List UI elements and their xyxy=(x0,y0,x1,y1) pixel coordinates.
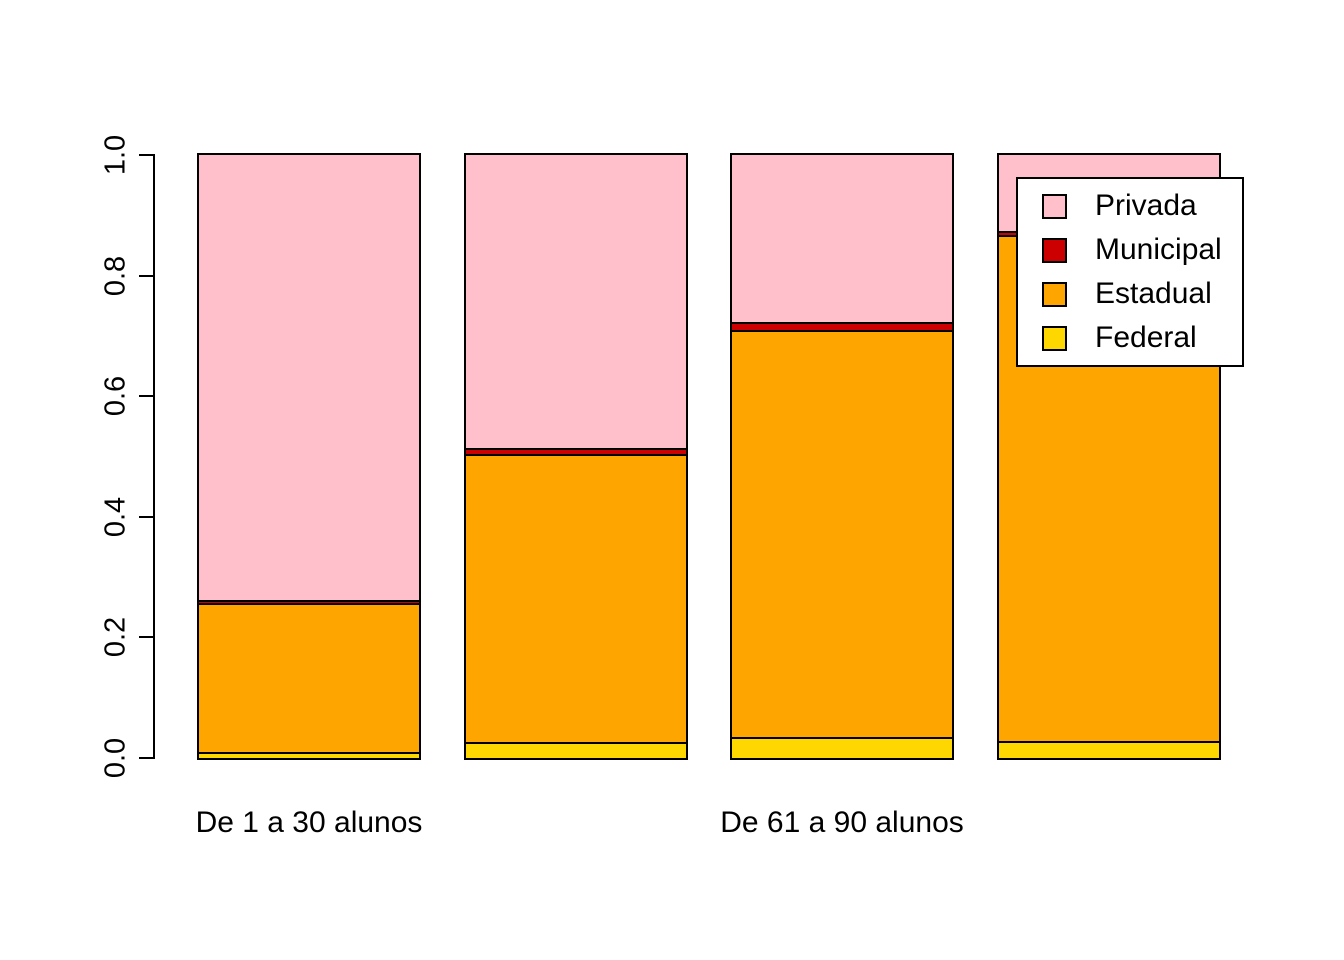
legend-swatch-privada xyxy=(1042,193,1067,219)
legend-label: Federal xyxy=(1095,321,1197,354)
y-axis-tick xyxy=(139,274,153,277)
y-axis-tick-label: 0.6 xyxy=(99,376,132,417)
legend-item-privada: Privada xyxy=(1042,189,1242,223)
legend: Privada Municipal Estadual Federal xyxy=(1016,177,1244,367)
y-axis-tick xyxy=(139,154,153,156)
legend-item-federal: Federal xyxy=(1042,321,1242,355)
y-axis-tick xyxy=(139,757,153,759)
bar-1-segment-privada xyxy=(199,155,419,602)
bar-1-segment-border xyxy=(199,600,419,603)
bar-1-segment-federal xyxy=(199,753,419,758)
bar-1 xyxy=(197,153,421,760)
bar-2-segment-federal xyxy=(466,742,686,758)
bar-3-segment-municipal xyxy=(732,323,952,332)
bar-3 xyxy=(730,153,954,760)
bar-3-segment-border xyxy=(732,737,952,740)
bar-2-segment-estadual xyxy=(466,455,686,743)
legend-swatch-federal xyxy=(1042,325,1067,351)
y-axis-line xyxy=(153,154,155,759)
bar-1-segment-estadual xyxy=(199,604,419,754)
y-axis-tick-label: 0.4 xyxy=(99,496,132,537)
x-axis-label: De 1 a 30 alunos xyxy=(195,806,423,839)
legend-item-municipal: Municipal xyxy=(1042,233,1242,267)
bar-3-segment-border xyxy=(732,322,952,325)
y-axis-tick-label: 0.8 xyxy=(99,255,132,296)
bar-2-segments xyxy=(466,155,686,758)
legend-swatch-estadual xyxy=(1042,281,1067,307)
bar-2-segment-border xyxy=(466,454,686,457)
y-axis-tick xyxy=(139,636,153,639)
bar-4-segment-federal xyxy=(999,741,1219,758)
legend-label: Municipal xyxy=(1095,233,1222,266)
y-axis-tick-label: 0.2 xyxy=(99,617,132,658)
legend-item-estadual: Estadual xyxy=(1042,277,1242,311)
bar-1-segment-municipal xyxy=(199,601,419,605)
y-axis-tick-label: 0.0 xyxy=(99,737,132,779)
bar-2-segment-border xyxy=(466,741,686,744)
bar-2-segment-border xyxy=(466,448,686,451)
legend-swatch-municipal xyxy=(1042,237,1067,263)
y-axis-tick xyxy=(139,515,153,518)
bar-1-segment-border xyxy=(199,603,419,606)
bar-3-segment-privada xyxy=(732,155,952,324)
legend-label: Privada xyxy=(1095,189,1197,222)
bar-4-segment-border xyxy=(999,740,1219,743)
bar-3-segments xyxy=(732,155,952,758)
y-axis-tick-label: 1.0 xyxy=(99,134,132,176)
bar-1-segments xyxy=(199,155,419,758)
bar-2-segment-privada xyxy=(466,155,686,450)
bar-2 xyxy=(464,153,688,760)
bar-3-segment-federal xyxy=(732,738,952,758)
bar-3-segment-estadual xyxy=(732,331,952,739)
y-axis-tick xyxy=(139,395,153,398)
bar-3-segment-border xyxy=(732,330,952,333)
bar-1-segment-border xyxy=(199,752,419,755)
legend-label: Estadual xyxy=(1095,277,1212,310)
x-axis-label: De 61 a 90 alunos xyxy=(720,806,964,839)
bar-2-segment-municipal xyxy=(466,449,686,456)
